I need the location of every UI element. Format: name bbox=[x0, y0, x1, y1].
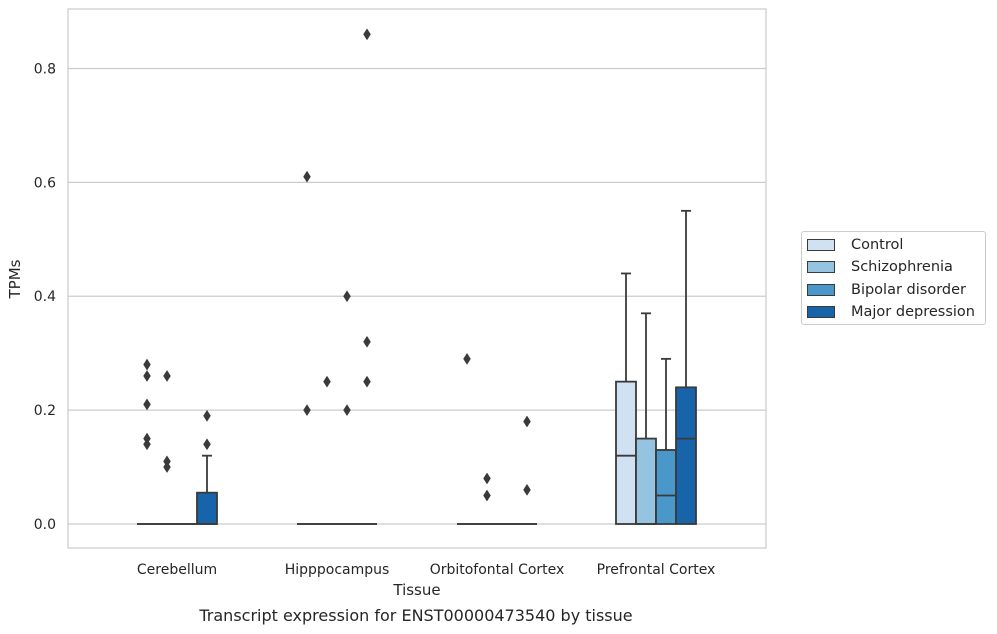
legend-item-schizophrenia: Schizophrenia bbox=[807, 257, 953, 277]
legend-label-bipolar-disorder: Bipolar disorder bbox=[851, 282, 966, 298]
y-tick-label: 0.6 bbox=[34, 175, 56, 191]
legend-item-major-depression: Major depression bbox=[807, 302, 975, 322]
outlier-point bbox=[363, 335, 371, 348]
box-body bbox=[675, 386, 697, 525]
outlier-point bbox=[143, 438, 151, 451]
y-tick-label: 0.4 bbox=[34, 289, 56, 305]
box-body bbox=[635, 437, 657, 525]
outlier-point bbox=[143, 398, 151, 411]
legend-label-control: Control bbox=[851, 237, 904, 253]
outlier-point bbox=[483, 489, 491, 502]
outlier-point bbox=[163, 369, 171, 382]
x-tick-label-cerebellum: Cerebellum bbox=[137, 562, 217, 578]
legend-label-major-depression: Major depression bbox=[851, 304, 975, 320]
box-body bbox=[655, 449, 677, 525]
x-tick-label-hipppocampus: Hipppocampus bbox=[285, 562, 390, 578]
legend-item-bipolar-disorder: Bipolar disorder bbox=[807, 280, 966, 300]
outlier-point bbox=[143, 369, 151, 382]
outlier-point bbox=[343, 290, 351, 303]
y-tick-label: 0.8 bbox=[34, 61, 56, 77]
outlier-point bbox=[343, 404, 351, 417]
legend-item-control: Control bbox=[807, 235, 903, 255]
box-body bbox=[196, 491, 218, 525]
legend: Control Schizophrenia Bipolar disorder M… bbox=[801, 231, 986, 325]
outlier-point bbox=[203, 409, 211, 422]
legend-label-schizophrenia: Schizophrenia bbox=[851, 259, 953, 275]
y-tick-label: 0.2 bbox=[34, 403, 56, 419]
plot-frame bbox=[67, 8, 767, 549]
box-groups bbox=[137, 209, 697, 525]
outlier-points bbox=[143, 28, 531, 502]
outlier-point bbox=[463, 352, 471, 365]
x-axis-title: Tissue bbox=[392, 581, 440, 599]
outlier-point bbox=[163, 461, 171, 474]
outlier-point bbox=[523, 483, 531, 496]
outlier-point bbox=[303, 170, 311, 183]
outlier-point bbox=[523, 415, 531, 428]
y-axis-title: TPMs bbox=[6, 259, 24, 299]
legend-swatch-bipolar-disorder bbox=[807, 284, 835, 296]
box-body bbox=[615, 380, 637, 525]
x-tick-labels: Cerebellum Hipppocampus Orbitofontal Corte… bbox=[137, 562, 715, 578]
outlier-point bbox=[203, 438, 211, 451]
box-major-depression-prefrontal-cortex bbox=[675, 209, 697, 525]
y-tick-label: 0.0 bbox=[34, 517, 56, 533]
box-major-depression-cerebellum bbox=[196, 454, 218, 525]
outlier-point bbox=[483, 472, 491, 485]
outlier-point bbox=[303, 404, 311, 417]
x-tick-label-orbitofontal-cortex: Orbitofontal Cortex bbox=[430, 562, 565, 578]
outlier-point bbox=[363, 375, 371, 388]
outlier-point bbox=[323, 375, 331, 388]
chart-title: Transcript expression for ENST0000047354… bbox=[199, 606, 633, 625]
legend-swatch-schizophrenia bbox=[807, 261, 835, 273]
outlier-point bbox=[363, 28, 371, 41]
x-tick-label-prefrontal-cortex: Prefrontal Cortex bbox=[597, 562, 716, 578]
legend-swatch-major-depression bbox=[807, 306, 835, 318]
y-tick-labels: 0.0 0.2 0.4 0.6 0.8 bbox=[34, 61, 56, 533]
legend-swatch-control bbox=[807, 239, 835, 251]
